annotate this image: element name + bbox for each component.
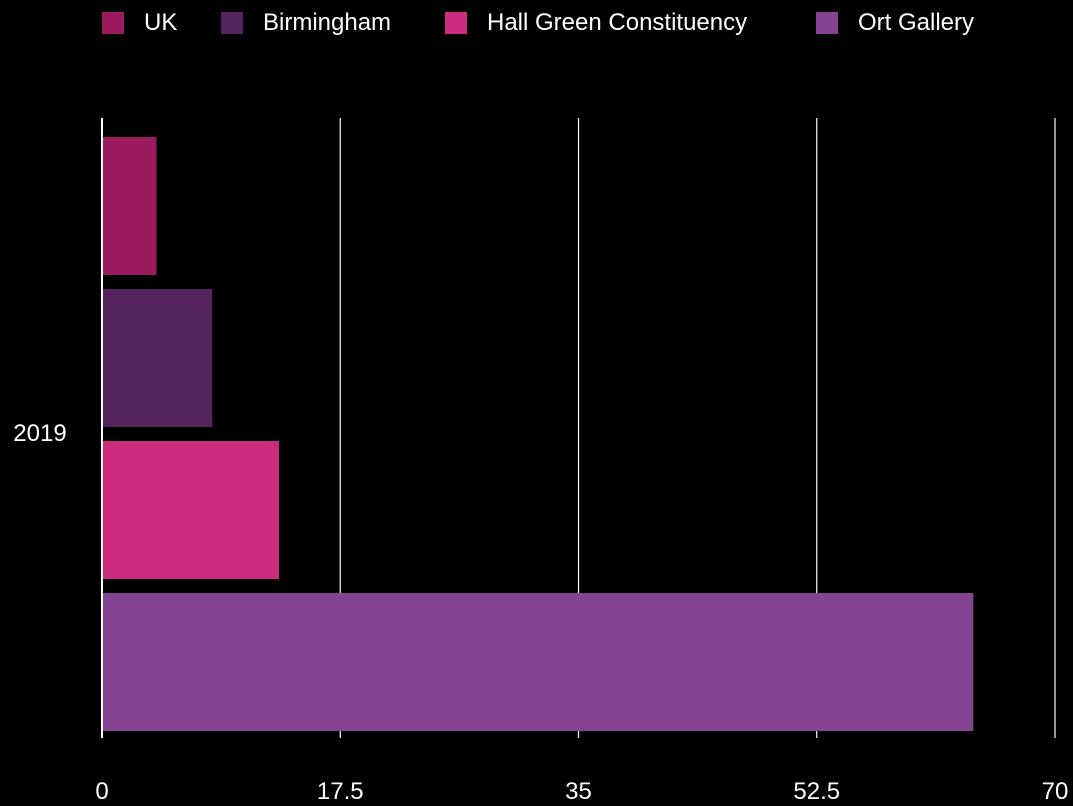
legend-item-hall-green[interactable]: Hall Green Constituency — [445, 8, 747, 38]
x-tick-label: 17.5 — [317, 778, 364, 805]
legend-item-birmingham[interactable]: Birmingham — [221, 8, 391, 38]
legend-item-uk[interactable]: UK — [102, 8, 177, 38]
y-category-label: 2019 — [13, 420, 66, 447]
legend-label-hall-green: Hall Green Constituency — [487, 9, 748, 36]
x-tick-label: 35 — [565, 778, 592, 805]
legend-label-ort-gallery: Ort Gallery — [858, 9, 975, 36]
legend-swatch-birmingham — [221, 12, 243, 34]
legend-item-ort-gallery[interactable]: Ort Gallery — [816, 8, 974, 38]
y-axis-categories: 2019 — [13, 420, 66, 447]
legend-swatch-uk — [102, 12, 124, 34]
bars — [103, 137, 974, 731]
bar-uk[interactable] — [103, 137, 157, 275]
legend-label-uk: UK — [144, 9, 178, 36]
x-tick-label: 0 — [95, 778, 108, 805]
x-axis-ticks: 0 17.5 35 52.5 70 — [95, 778, 1068, 805]
x-tick-label: 52.5 — [793, 778, 840, 805]
legend-swatch-hall-green — [445, 12, 467, 34]
legend-swatch-ort-gallery — [816, 12, 838, 34]
chart-legend: UK Birmingham Hall Green Constituency Or… — [0, 0, 1073, 50]
bar-birmingham[interactable] — [103, 289, 213, 427]
bar-ort-gallery[interactable] — [103, 593, 974, 731]
x-tick-label: 70 — [1042, 778, 1069, 805]
bar-hall-green-constituency[interactable] — [103, 441, 279, 579]
legend-label-birmingham: Birmingham — [263, 9, 392, 36]
